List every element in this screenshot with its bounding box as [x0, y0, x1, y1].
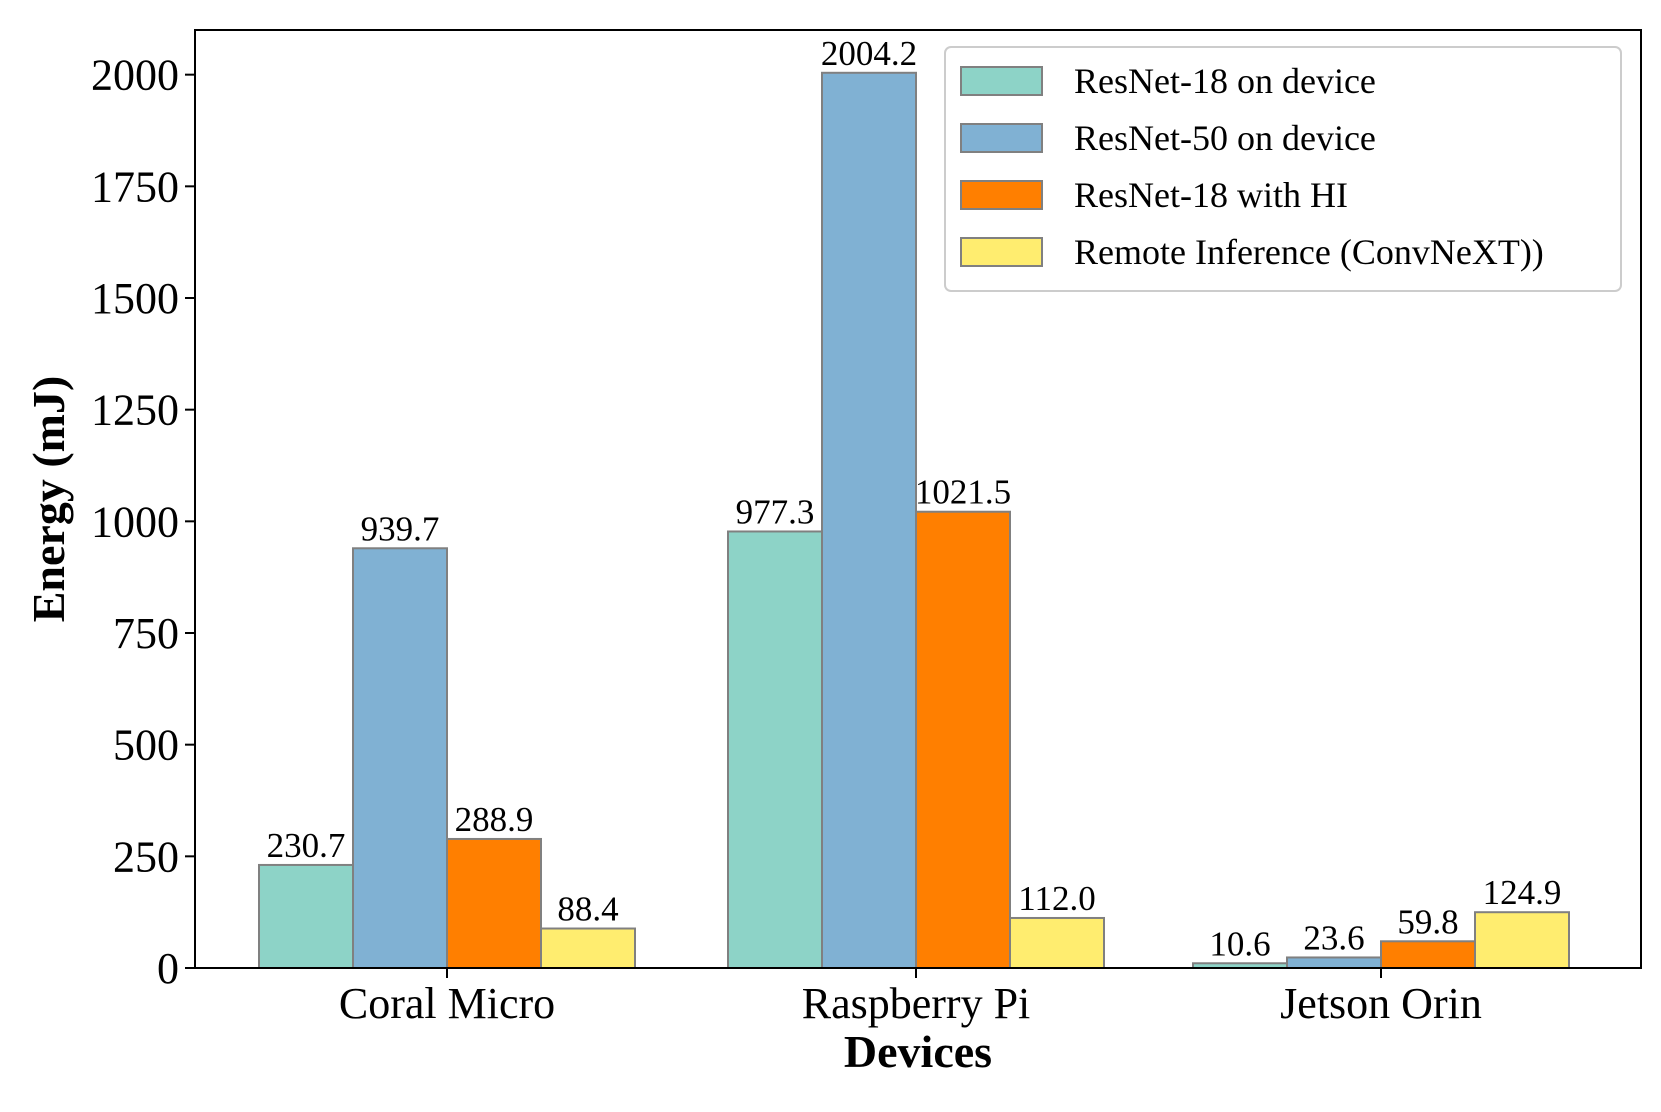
data-label: 124.9: [1483, 873, 1562, 912]
y-axis: 0 250 500 750 1000 1250 1500 1750 2000: [91, 51, 195, 993]
data-label: 23.6: [1303, 918, 1364, 957]
bar-resnet-50-on-device-coral-micro: [352, 547, 448, 969]
data-labels-layer: 230.7 977.3 10.6 939.7 2004.2 23.6 288.9 1021.5…: [267, 34, 1562, 963]
data-label: 88.4: [557, 890, 618, 929]
legend: ResNet-18 on device ResNet-50 on device Re…: [944, 46, 1622, 292]
y-tick-label: 250: [113, 832, 179, 881]
y-tick-label: 1250: [91, 386, 179, 435]
bar-resnet-18-on-device-raspberry-pi: [727, 530, 823, 969]
data-label: 939.7: [361, 509, 440, 548]
legend-box: [944, 46, 1622, 292]
x-tick-label: Coral Micro: [339, 979, 555, 1028]
bar-remote-inference-convnext-jetson-orin: [1474, 911, 1570, 969]
plot-frame: [194, 29, 1642, 969]
legend-swatch: [960, 180, 1043, 210]
legend-swatch: [960, 123, 1043, 153]
x-tick-label: Jetson Orin: [1280, 979, 1482, 1028]
y-tick-label: 0: [157, 944, 179, 993]
data-label: 2004.2: [821, 34, 917, 73]
data-label: 10.6: [1209, 924, 1270, 963]
bars-layer: [258, 71, 1570, 970]
y-tick-label: 1750: [91, 162, 179, 211]
bar-resnet-18-with-hi-jetson-orin: [1380, 940, 1476, 969]
legend-swatch: [960, 66, 1043, 96]
x-axis-title: Devices: [844, 1026, 992, 1077]
bar-resnet-18-with-hi-coral-micro: [446, 837, 542, 970]
legend-label: ResNet-18 on device: [1074, 61, 1376, 101]
y-tick-label: 2000: [91, 51, 179, 100]
bar-resnet-50-on-device-jetson-orin: [1286, 956, 1382, 970]
y-axis-title: Energy (mJ): [23, 376, 74, 623]
data-label: 230.7: [267, 826, 346, 865]
legend-label: Remote Inference (ConvNeXT)): [1074, 232, 1544, 272]
bar-remote-inference-convnext-raspberry-pi: [1009, 916, 1105, 969]
y-tick-label: 750: [113, 609, 179, 658]
bar-remote-inference-convnext-coral-micro: [540, 927, 636, 969]
data-label: 1021.5: [915, 473, 1011, 512]
bar-resnet-18-on-device-coral-micro: [258, 863, 354, 969]
y-tick-label: 500: [113, 721, 179, 770]
bar-resnet-18-with-hi-raspberry-pi: [915, 510, 1011, 969]
legend-swatch: [960, 237, 1043, 267]
y-tick-label: 1500: [91, 274, 179, 323]
x-tick-label: Raspberry Pi: [802, 979, 1031, 1028]
data-label: 977.3: [736, 492, 815, 531]
y-tick-label: 1000: [91, 497, 179, 546]
bar-resnet-50-on-device-raspberry-pi: [821, 71, 917, 970]
legend-label: ResNet-18 with HI: [1074, 175, 1348, 215]
data-label: 59.8: [1397, 902, 1458, 941]
data-label: 288.9: [455, 800, 534, 839]
data-label: 112.0: [1018, 879, 1095, 918]
x-axis: Coral Micro Raspberry Pi Jetson Orin: [339, 968, 1482, 1028]
legend-label: ResNet-50 on device: [1074, 118, 1376, 158]
